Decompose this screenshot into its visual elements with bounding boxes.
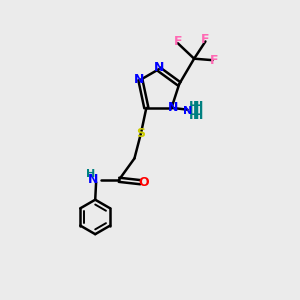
Text: F: F — [173, 35, 182, 48]
Text: H: H — [86, 169, 96, 179]
Text: O: O — [139, 176, 149, 189]
Text: N: N — [183, 106, 192, 116]
Text: S: S — [136, 127, 146, 140]
Text: H: H — [189, 109, 200, 122]
Text: F: F — [210, 54, 218, 67]
Text: F: F — [201, 34, 210, 46]
Text: H: H — [193, 100, 203, 112]
Text: N: N — [88, 173, 98, 186]
Text: N: N — [154, 61, 164, 74]
Text: N: N — [168, 101, 178, 114]
Text: N: N — [134, 74, 144, 86]
Text: H: H — [189, 100, 200, 113]
Text: H: H — [193, 109, 203, 122]
